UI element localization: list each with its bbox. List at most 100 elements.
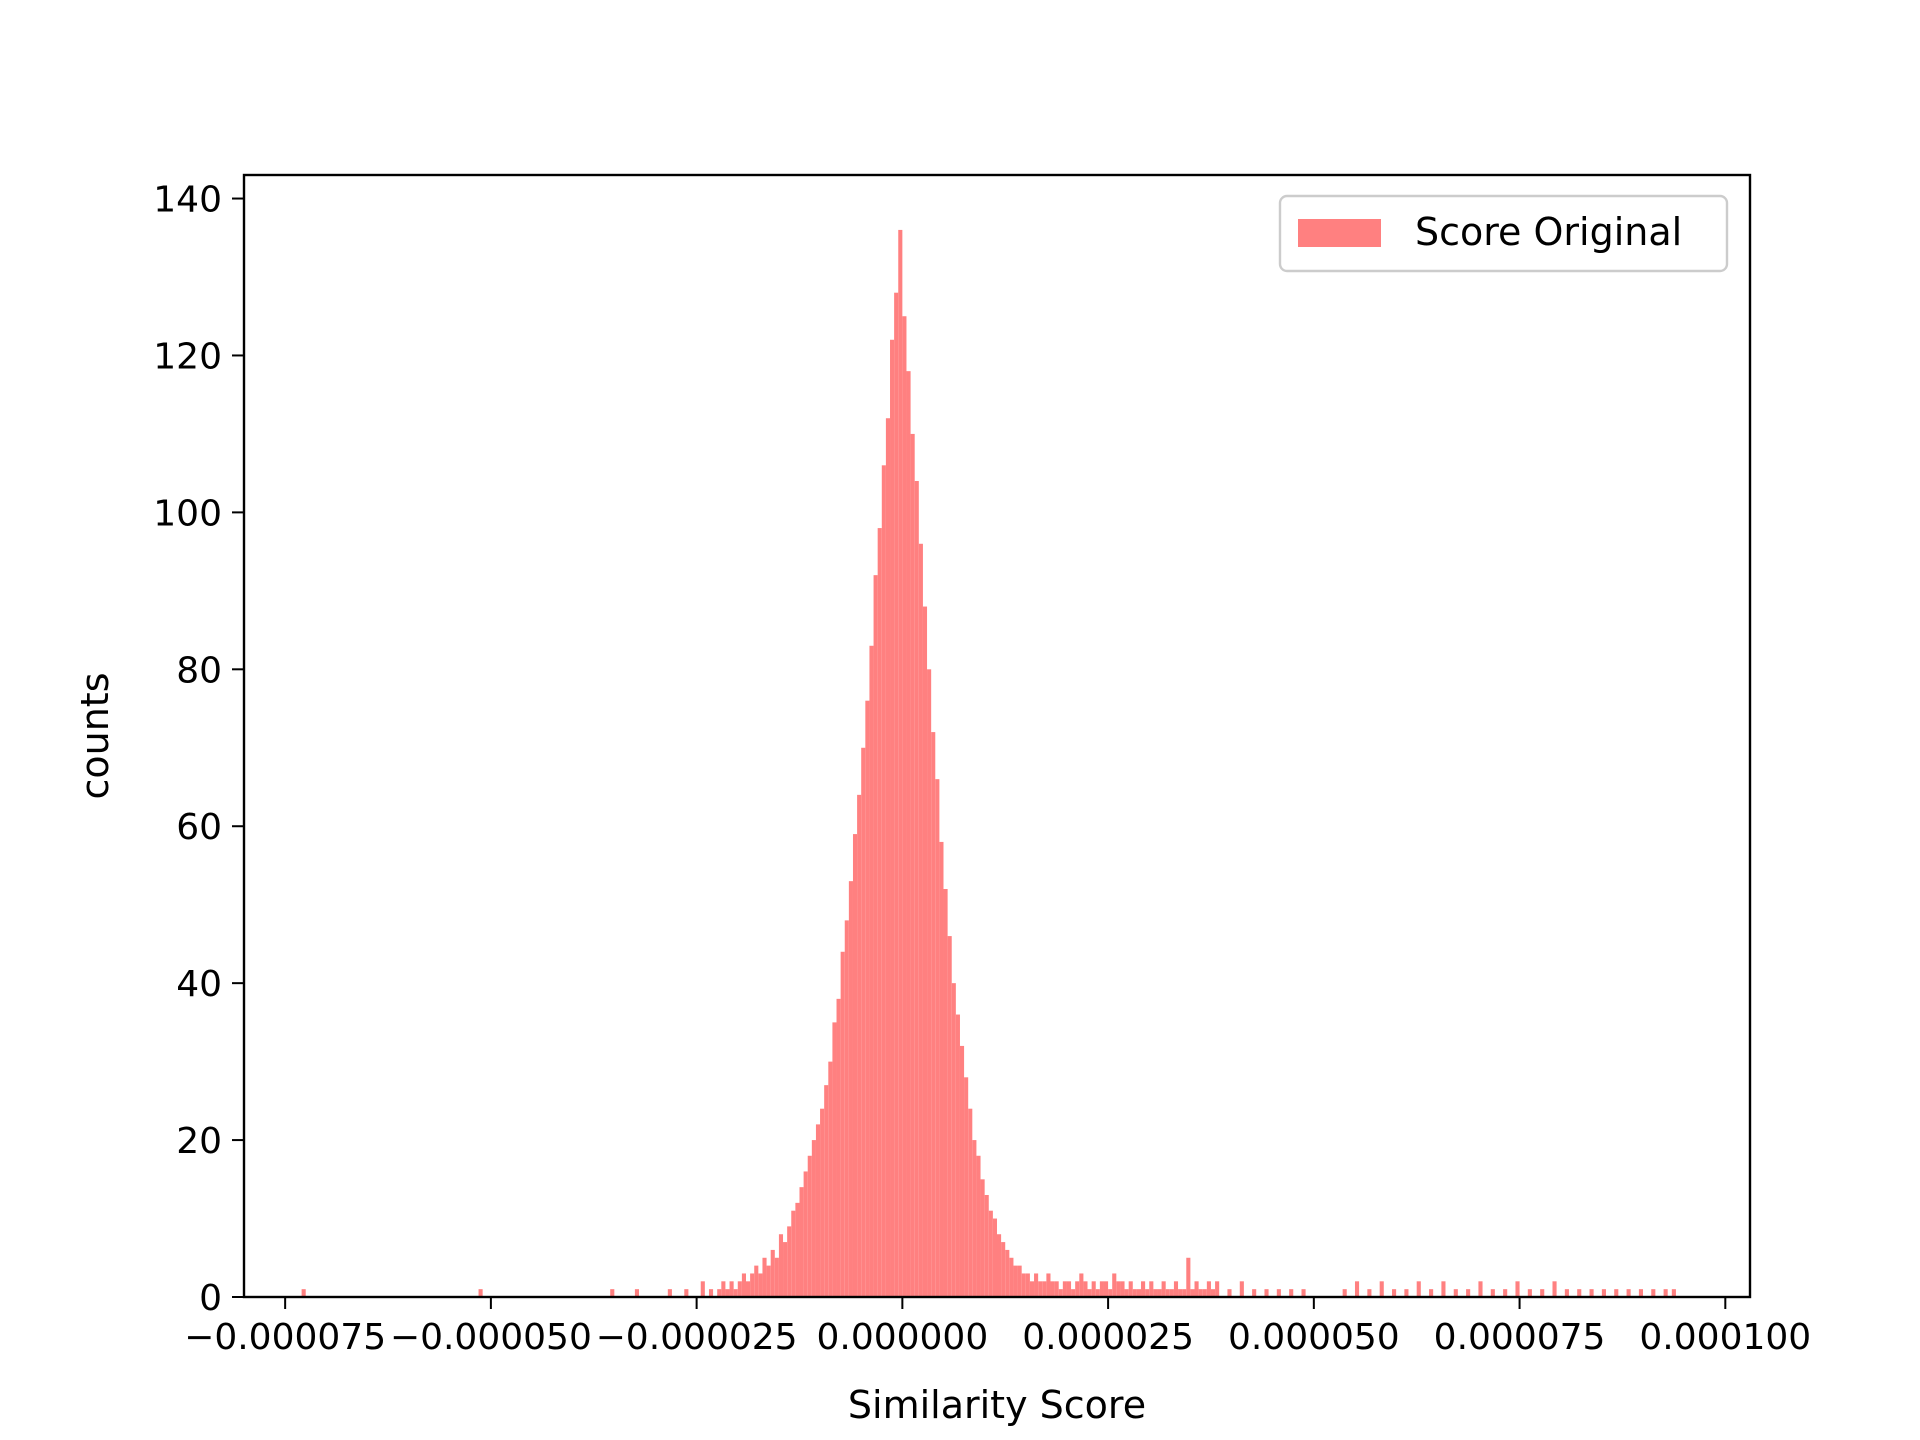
histogram-bar — [1206, 1281, 1211, 1297]
histogram-bar — [610, 1289, 615, 1297]
histogram-bar — [1202, 1289, 1207, 1297]
histogram-bar — [1453, 1289, 1458, 1297]
histogram-bar — [1099, 1281, 1104, 1297]
histogram-bar — [890, 339, 895, 1297]
histogram-bar — [766, 1265, 771, 1297]
histogram-bar — [1651, 1289, 1656, 1297]
histogram-bar — [770, 1249, 775, 1297]
histogram-bar — [1198, 1289, 1203, 1297]
histogram-bar — [725, 1289, 730, 1297]
histogram-bar — [943, 889, 948, 1297]
histogram-bar — [1466, 1289, 1471, 1297]
histogram-bar — [1116, 1281, 1121, 1297]
histogram-bar — [791, 1210, 796, 1297]
histogram-bar — [1210, 1289, 1216, 1297]
histogram-bar — [1021, 1273, 1026, 1297]
legend-swatch — [1298, 219, 1381, 247]
x-tick-label: 0.000050 — [1228, 1317, 1400, 1358]
histogram-bar — [684, 1289, 689, 1297]
plot-frame — [242, 173, 1752, 1299]
histogram-bar — [832, 1022, 837, 1297]
histogram-bar — [1173, 1281, 1179, 1297]
histogram-bar — [478, 1289, 483, 1297]
histogram-bar — [1095, 1289, 1100, 1297]
histogram-bar — [1149, 1281, 1154, 1297]
histogram-bar — [951, 983, 956, 1297]
histogram-bar — [1239, 1281, 1244, 1297]
histogram-bar — [918, 543, 923, 1297]
legend-box — [1278, 194, 1729, 273]
histogram-bar — [1227, 1289, 1232, 1297]
histogram-bar — [762, 1257, 767, 1297]
histogram-bar — [733, 1289, 738, 1297]
histogram-bar — [778, 1234, 784, 1297]
y-tick-label: 20 — [176, 1121, 222, 1162]
histogram-bar — [1169, 1289, 1174, 1297]
histogram-bar — [1108, 1289, 1113, 1297]
histogram-bar — [844, 920, 849, 1297]
histogram-bar — [947, 936, 952, 1297]
histogram-bar — [1017, 1265, 1022, 1297]
x-tick-label: 0.000000 — [816, 1317, 988, 1358]
histogram-bar — [787, 1226, 792, 1297]
histogram-bar — [1276, 1289, 1281, 1297]
histogram-bar — [865, 700, 870, 1297]
histogram-bar — [754, 1265, 759, 1297]
histogram-bar — [902, 316, 907, 1298]
histogram-bar — [1009, 1257, 1014, 1297]
histogram-bar — [988, 1210, 993, 1297]
histogram-bar — [914, 481, 919, 1297]
histogram-bar — [959, 1045, 965, 1297]
histogram-bar — [885, 418, 891, 1298]
histogram-bar — [1601, 1289, 1606, 1297]
histogram-bar — [746, 1281, 751, 1297]
histogram-bar — [1075, 1281, 1080, 1297]
y-tick-label: 60 — [176, 807, 222, 848]
histogram-bar — [1540, 1289, 1545, 1297]
y-tick-label: 0 — [199, 1278, 222, 1319]
histogram-bar — [1034, 1273, 1039, 1297]
histogram-bar — [1589, 1289, 1594, 1297]
histogram-bar — [1527, 1289, 1532, 1297]
x-tick-label: 0.000025 — [1022, 1317, 1194, 1358]
histogram-bar — [955, 1014, 960, 1297]
histogram-bar — [824, 1085, 829, 1297]
histogram-bar — [910, 433, 915, 1297]
histogram-bar — [700, 1281, 705, 1297]
histogram-bar — [1186, 1257, 1191, 1297]
histogram-bar — [301, 1289, 306, 1297]
histogram-bar — [964, 1077, 969, 1297]
histogram-bar — [939, 841, 944, 1297]
histogram-bar — [729, 1281, 734, 1297]
histogram-bar — [634, 1289, 640, 1297]
histogram-bar — [815, 1124, 821, 1297]
y-tick-label: 120 — [153, 336, 222, 377]
histogram-bar — [828, 1061, 833, 1297]
histogram-bar — [1577, 1289, 1582, 1297]
histogram-bar — [894, 292, 899, 1297]
histogram-bar — [1145, 1289, 1150, 1297]
histogram-bar — [1153, 1289, 1158, 1297]
histogram-bar — [1429, 1289, 1434, 1297]
histogram-bar — [976, 1155, 981, 1297]
histogram-bar — [1392, 1289, 1397, 1297]
histogram-bar — [741, 1273, 746, 1297]
histogram-bar — [1132, 1289, 1137, 1297]
histogram-bar — [803, 1171, 808, 1297]
histogram-bar — [836, 998, 841, 1297]
histogram-bar — [1367, 1289, 1372, 1297]
histogram-bar — [906, 371, 911, 1297]
x-axis-title: Similarity Score — [848, 1383, 1146, 1427]
histogram-bar — [1058, 1289, 1063, 1297]
histogram-bar — [1025, 1273, 1030, 1297]
histogram-bar — [1663, 1289, 1668, 1297]
x-tick-label: −0.000075 — [184, 1317, 386, 1358]
histogram-bar — [1120, 1281, 1125, 1297]
y-axis-ticks: 0 20 40 60 80 100 120 140 — [153, 180, 244, 1319]
histogram-bar — [1626, 1289, 1631, 1297]
histogram-bar — [877, 528, 882, 1297]
histogram-bar — [1013, 1265, 1018, 1297]
y-axis-title: counts — [73, 672, 117, 799]
histogram-bar — [1515, 1281, 1520, 1297]
